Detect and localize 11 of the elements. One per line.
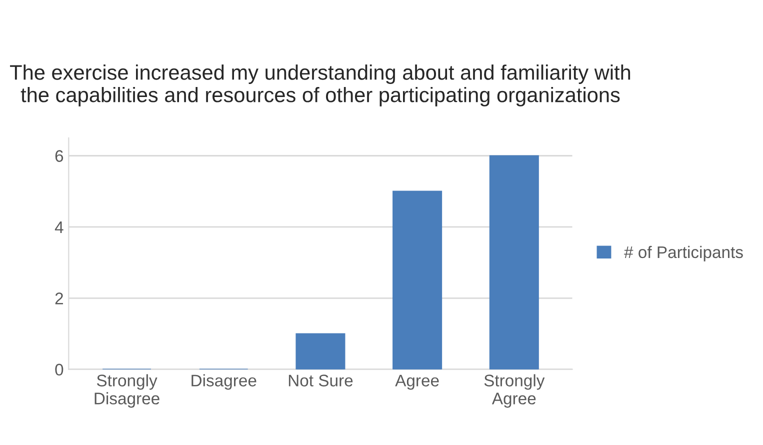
y-tick-label: 6 [55, 150, 64, 162]
x-tick-label: Not Sure [288, 374, 353, 386]
x-tick-label: Strongly Disagree [94, 374, 160, 408]
y-tick-label: 0 [55, 364, 64, 376]
x-tick-label: Strongly Agree [484, 374, 545, 408]
x-tick-label: Disagree [192, 374, 256, 390]
x-tick-label: Agree [395, 374, 439, 390]
y-tick-label: 2 [55, 292, 63, 304]
legend-label: # of Participants [624, 246, 743, 262]
y-tick-label: 4 [54, 222, 64, 233]
chart-title: The exercise increased my understanding about and familiarity with the capabilities and resources of other participating organizations [10, 64, 630, 106]
